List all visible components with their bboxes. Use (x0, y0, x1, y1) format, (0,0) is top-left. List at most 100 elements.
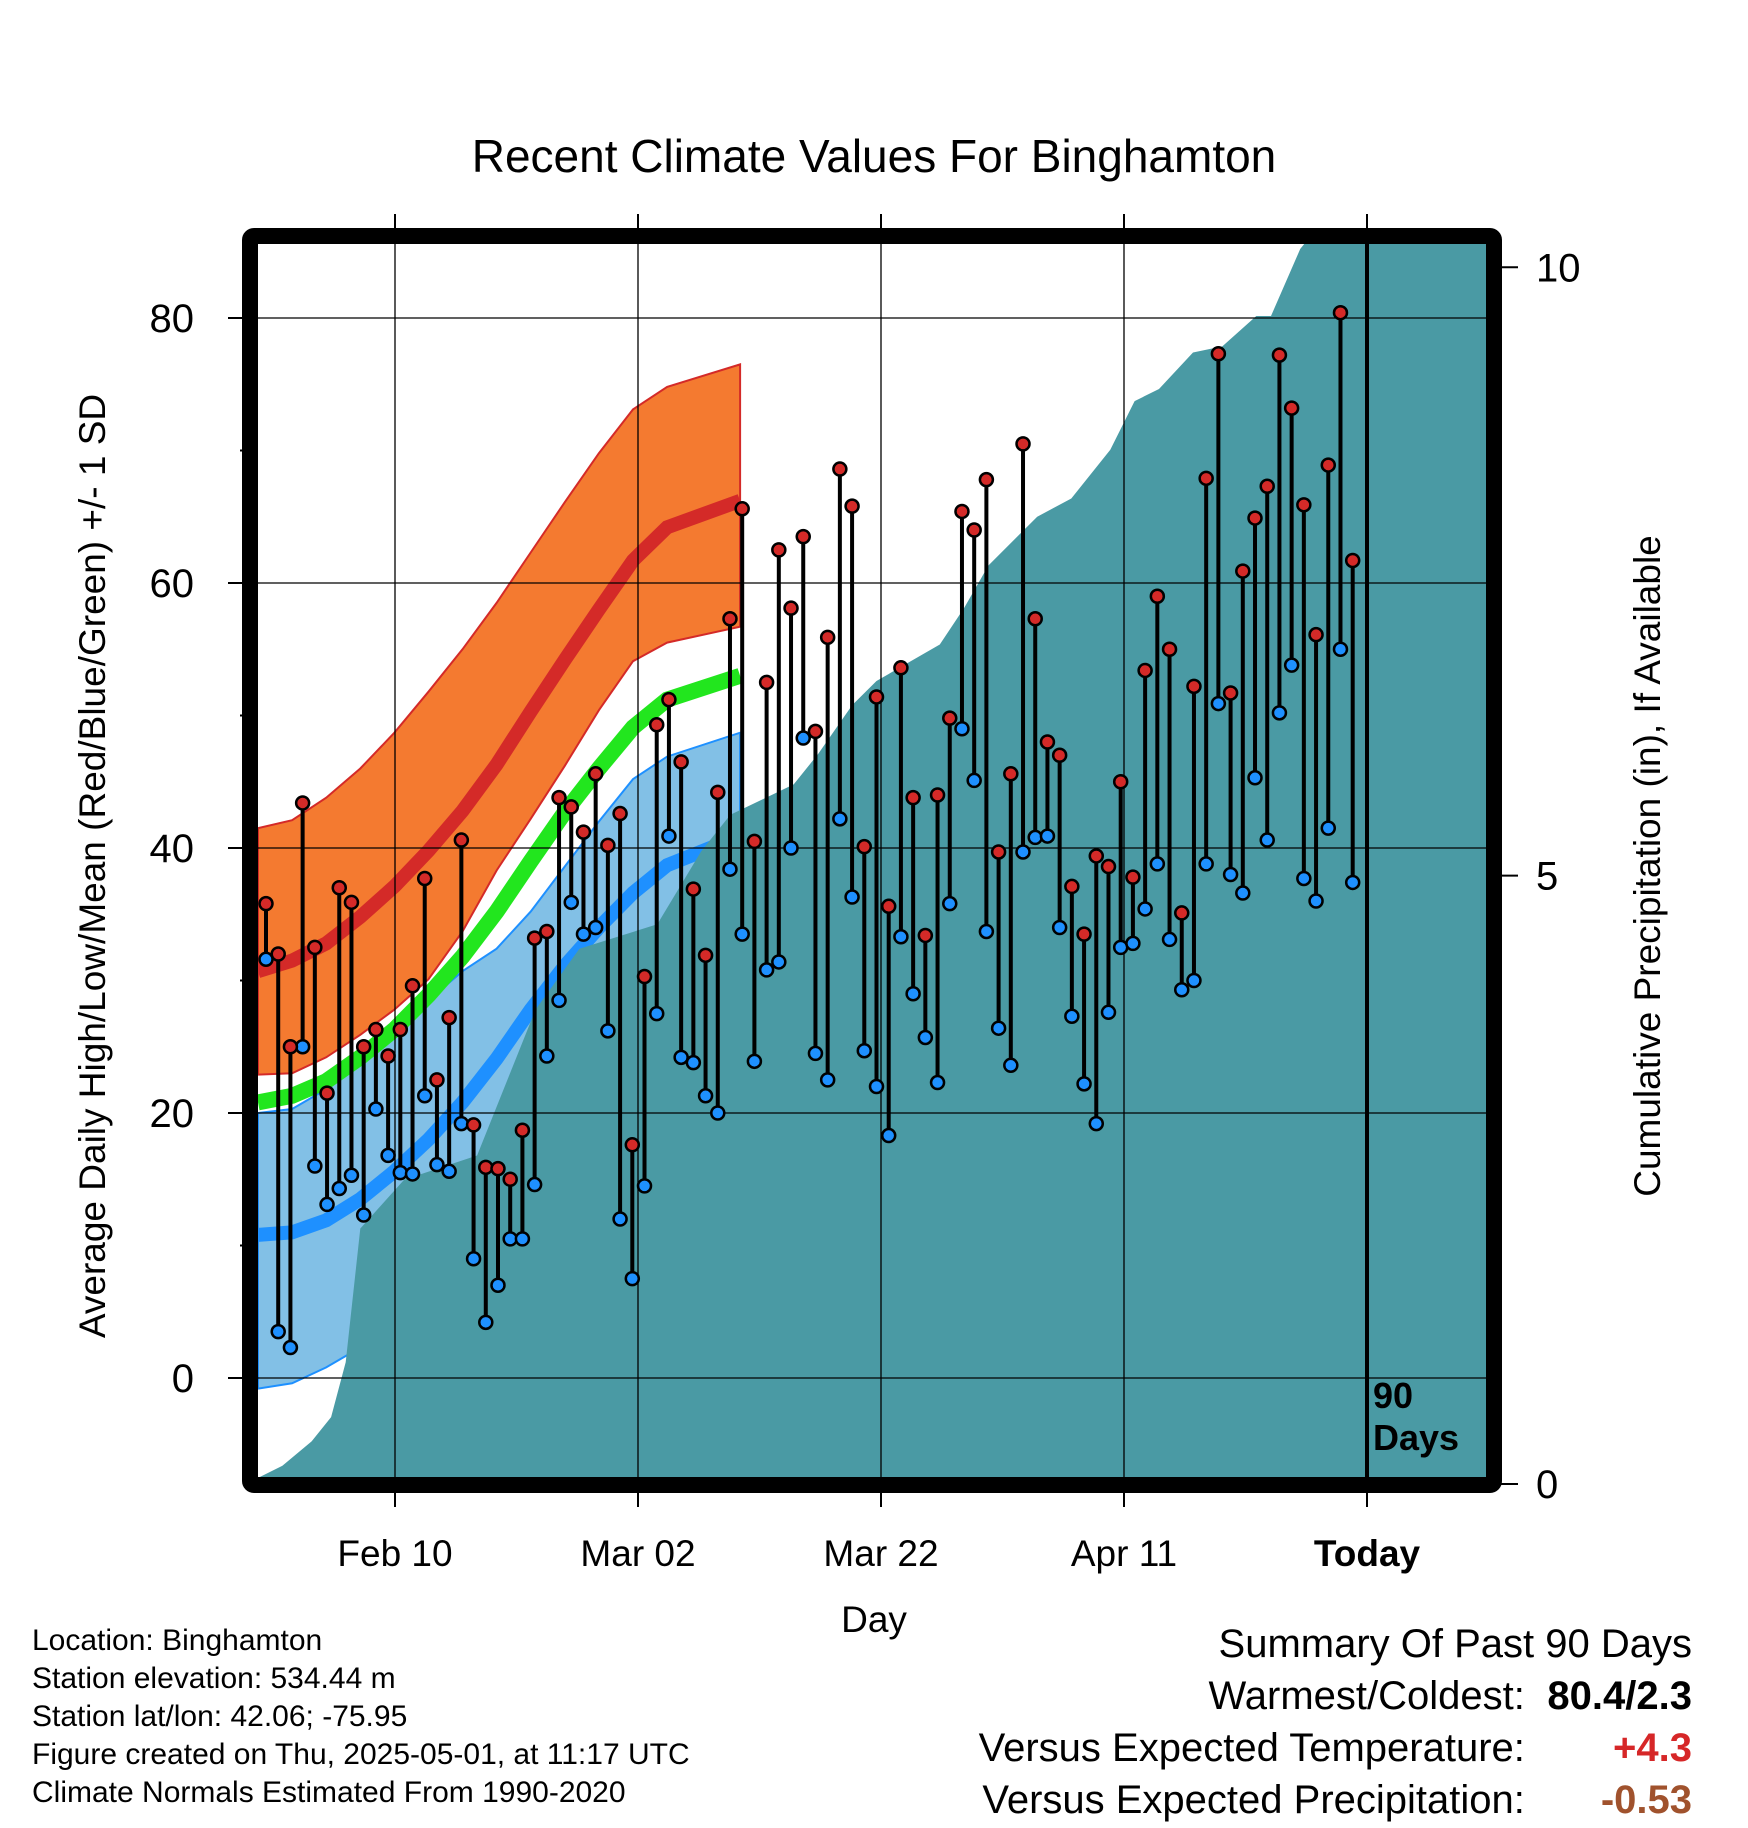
observed-low-point (1259, 832, 1275, 848)
observed-low-point (282, 1339, 299, 1356)
observed-high-point (282, 1039, 299, 1055)
observed-low-point (905, 986, 921, 1002)
observed-low-point (441, 1163, 457, 1180)
observed-low-point (319, 1196, 335, 1213)
today-days-label: 90 Days (1373, 1375, 1459, 1458)
observed-high-point (1283, 400, 1300, 416)
summary-precip-row: Versus Expected Precipitation: -0.53 (979, 1774, 1692, 1826)
x-axis-label: Day (841, 1599, 907, 1640)
temp-label: Versus Expected Temperature: (978, 1726, 1525, 1770)
observed-low-point (685, 1054, 702, 1071)
observed-low-point (734, 926, 750, 942)
observed-high-point (514, 1122, 531, 1138)
observed-low-point (771, 954, 787, 970)
y2-tick-label: 10 (1536, 246, 1581, 290)
station-location: Location: Binghamton (32, 1624, 323, 1657)
observed-low-point (893, 929, 909, 945)
observed-low-point (380, 1147, 396, 1164)
precip-label: Versus Expected Precipitation: (982, 1778, 1525, 1822)
observed-low-point (917, 1029, 934, 1046)
observed-high-point (539, 923, 555, 940)
station-info: Location: Binghamton Station elevation: … (32, 1622, 690, 1812)
observed-low-point (514, 1231, 531, 1247)
y2-axis-label: Cumulative Precipitation (in), If Availa… (1627, 535, 1668, 1197)
warmest-label: Warmest/Coldest: (1208, 1674, 1525, 1718)
observed-low-point (807, 1045, 824, 1062)
observed-high-point (355, 1039, 372, 1055)
observed-high-point (856, 838, 873, 855)
y-tick-label: 0 (172, 1357, 194, 1401)
observed-low-point (856, 1042, 873, 1059)
observed-low-point (942, 895, 958, 912)
observed-high-point (648, 717, 665, 733)
observed-high-point (1259, 478, 1275, 495)
observed-high-point (319, 1085, 335, 1101)
observed-low-point (1161, 931, 1178, 948)
observed-low-point (612, 1211, 628, 1227)
observed-high-point (1003, 766, 1019, 782)
observed-high-point (526, 930, 543, 946)
observed-high-point (1100, 858, 1117, 875)
observed-high-point (416, 870, 433, 887)
observed-low-point (307, 1158, 323, 1174)
observed-low-point (1064, 1008, 1080, 1025)
observed-high-point (771, 542, 787, 558)
normals-period: Climate Normals Estimated From 1990-2020 (32, 1776, 626, 1809)
observed-high-point (673, 754, 689, 770)
observed-high-point (551, 789, 567, 806)
observed-low-point (1320, 820, 1337, 836)
observed-low-point (1003, 1057, 1019, 1074)
observed-high-point (1137, 662, 1153, 679)
observed-low-point (844, 889, 860, 905)
observed-low-point (978, 923, 995, 940)
observed-high-point (270, 946, 286, 962)
observed-high-point (612, 805, 628, 822)
observed-high-point (807, 723, 824, 740)
observed-high-point (868, 689, 885, 705)
observed-high-point (942, 710, 958, 726)
observed-high-point (404, 978, 421, 994)
observed-high-point (795, 528, 811, 545)
observed-low-point (478, 1314, 494, 1331)
observed-low-point (1039, 828, 1056, 844)
observed-high-point (917, 927, 934, 944)
observed-high-point (819, 629, 836, 646)
observed-low-point (1125, 935, 1141, 952)
observed-high-point (1015, 436, 1031, 452)
observed-low-point (1222, 866, 1239, 883)
observed-high-point (563, 799, 579, 815)
observed-high-point (880, 898, 897, 915)
observed-low-point (954, 721, 970, 737)
observed-high-point (624, 1137, 641, 1153)
observed-high-point (1320, 457, 1337, 473)
observed-low-point (697, 1088, 714, 1104)
observed-low-point (1076, 1076, 1092, 1092)
summary-heading: Summary Of Past 90 Days (1218, 1622, 1692, 1666)
observed-low-point (416, 1088, 433, 1104)
observed-high-point (502, 1171, 518, 1187)
observed-low-point (392, 1164, 409, 1181)
observed-high-point (1332, 304, 1349, 321)
observed-low-point (1271, 705, 1288, 721)
plot-frame (242, 228, 1502, 1493)
observed-low-point (587, 919, 604, 936)
observed-low-point (746, 1053, 763, 1070)
observed-low-point (539, 1048, 555, 1064)
observed-high-point (331, 880, 348, 896)
temp-value: +4.3 (1613, 1726, 1692, 1770)
observed-high-point (978, 471, 995, 488)
chart-title: Recent Climate Values For Binghamton (472, 130, 1277, 182)
observed-high-point (1222, 685, 1239, 701)
station-latlon: Station lat/lon: 42.06; -75.95 (32, 1700, 408, 1733)
observed-high-point (600, 837, 616, 854)
observed-high-point (710, 784, 726, 801)
y-tick-label: 60 (150, 562, 195, 606)
observed-low-point (490, 1277, 506, 1293)
observed-high-point (1247, 510, 1263, 526)
observed-low-point (1332, 641, 1349, 657)
observed-high-point (490, 1160, 506, 1177)
observed-high-point (758, 674, 775, 691)
observed-low-point (1186, 972, 1202, 989)
observed-low-point (343, 1167, 360, 1184)
